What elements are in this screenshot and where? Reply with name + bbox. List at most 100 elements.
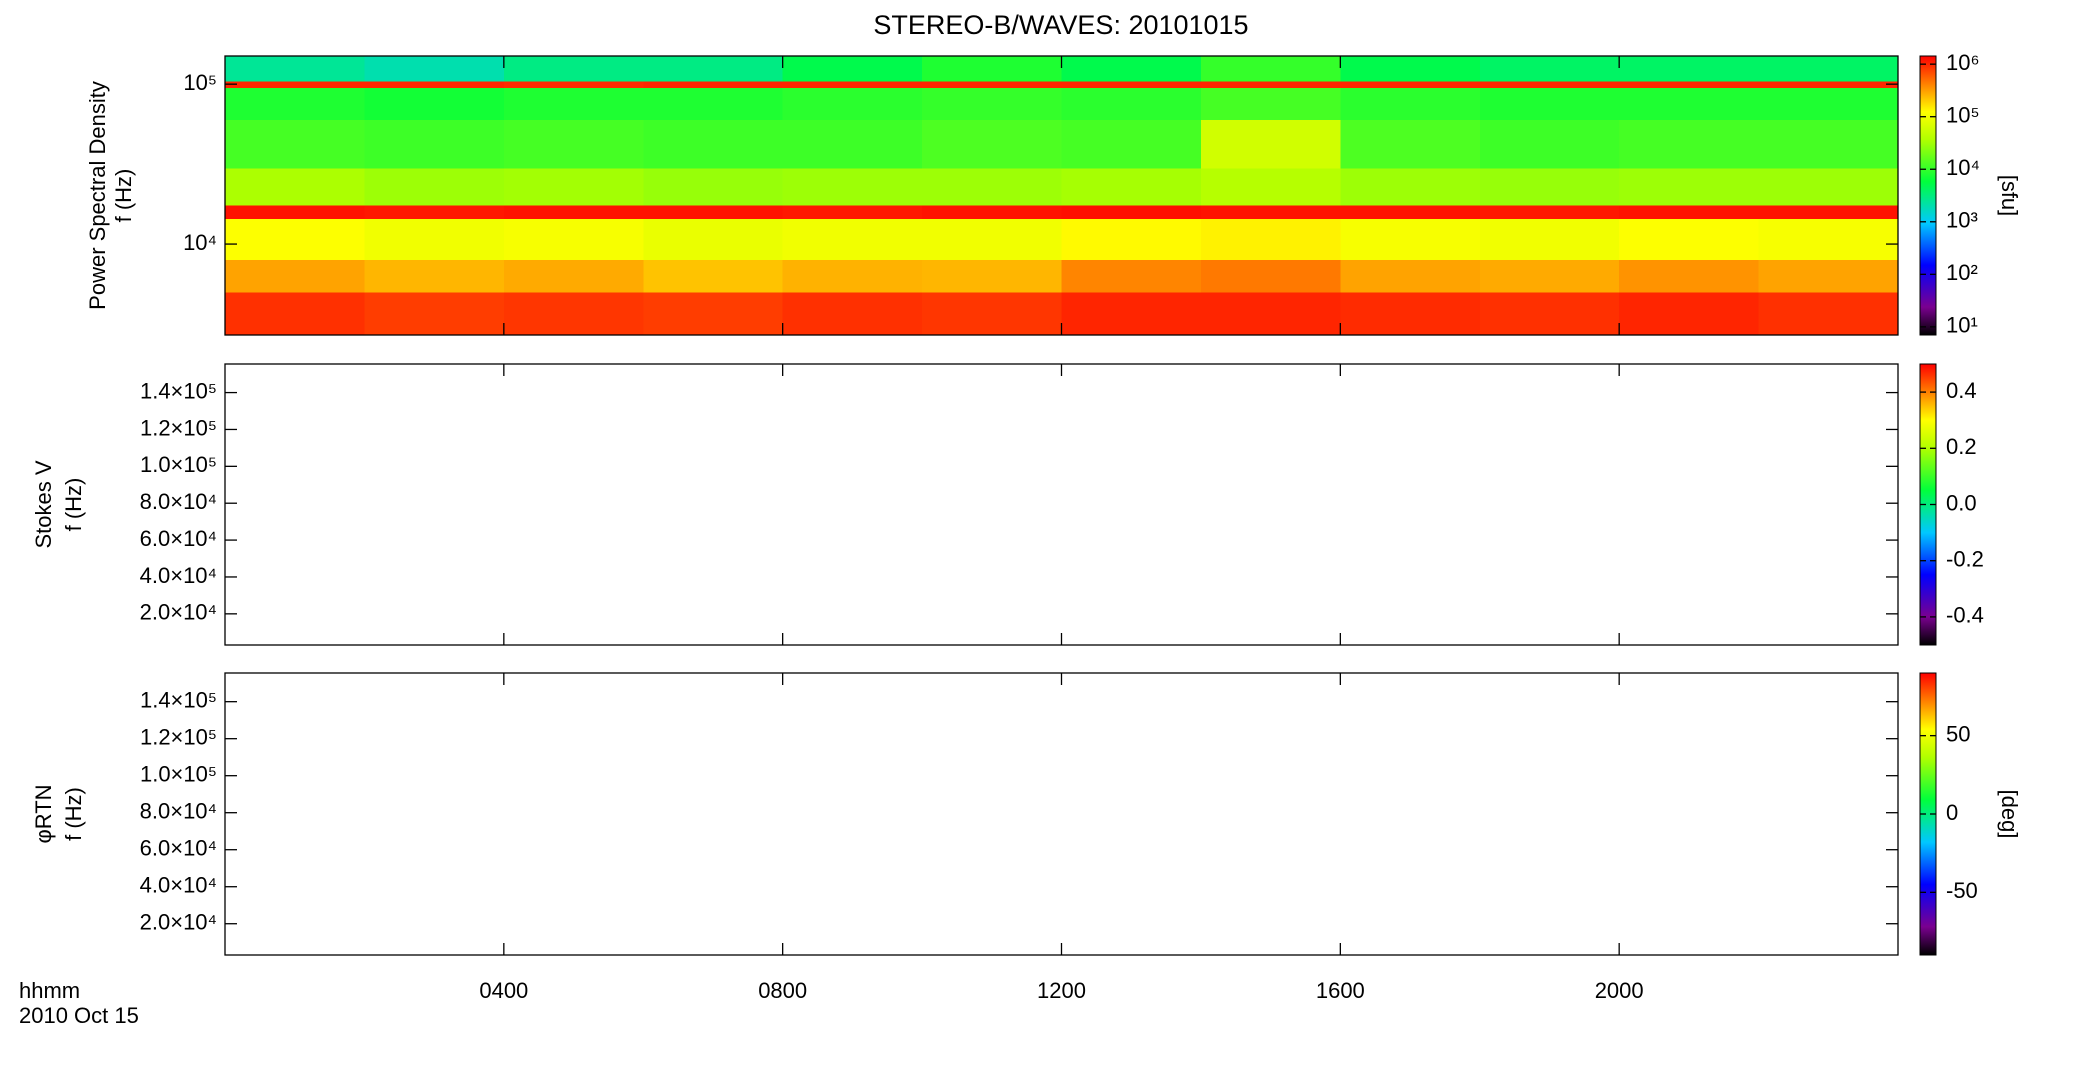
x-axis-label: 2010 Oct 15 [19, 1003, 139, 1028]
heatmap-cell [1619, 259, 1760, 293]
heatmap-cell [1200, 292, 1341, 336]
heatmap-cell [922, 119, 1062, 169]
heatmap-cell [364, 87, 505, 121]
heatmap-cell [782, 259, 923, 293]
y-axis-label: f (Hz) [111, 169, 136, 223]
heatmap-cell [1340, 205, 1481, 219]
heatmap-cell [643, 87, 784, 121]
colorbar-tick-label: 10² [1946, 260, 1978, 285]
heatmap-cell [643, 259, 784, 293]
heatmap-cell [225, 292, 365, 336]
heatmap-cell [1479, 119, 1620, 169]
heatmap-cell [1340, 119, 1481, 169]
heatmap-cell [1200, 167, 1341, 206]
y-tick-label: 1.4×10⁵ [140, 378, 217, 403]
y-axis-label: Power Spectral Density [85, 81, 110, 310]
heatmap-cell [1758, 292, 1899, 336]
heatmap-cell [1200, 56, 1341, 82]
x-tick-label: 0800 [758, 978, 807, 1003]
chart-title: STEREO-B/WAVES: 20101015 [873, 10, 1248, 40]
heatmap-cell [1340, 218, 1481, 261]
colorbar-tick-label: 50 [1946, 721, 1970, 746]
heatmap-cell [1061, 56, 1202, 82]
heatmap-cell [922, 205, 1062, 219]
y-tick-label: 8.0×10⁴ [140, 799, 217, 824]
colorbar-label: [sfu] [1997, 175, 2022, 217]
heatmap-cell [782, 292, 923, 336]
heatmap-cell [503, 119, 644, 169]
heatmap-cell [782, 80, 923, 89]
plot-frame [224, 363, 1899, 646]
heatmap-cell [225, 167, 365, 206]
colorbar [1919, 55, 1937, 336]
heatmap-cell [503, 292, 644, 336]
heatmap-cell [782, 218, 923, 261]
heatmap-cell [1619, 292, 1760, 336]
heatmap-cell [1340, 56, 1481, 82]
heatmap-cell [922, 218, 1062, 261]
heatmap-cell [922, 80, 1062, 89]
heatmap-cell [364, 119, 505, 169]
heatmap-cell [1619, 205, 1760, 219]
y-tick-label: 10⁵ [183, 70, 217, 95]
colorbar-tick-label: -50 [1946, 878, 1978, 903]
heatmap-cell [1619, 87, 1760, 121]
heatmap-cell [1758, 218, 1899, 261]
heatmap-cell [1200, 80, 1341, 89]
heatmap-cell [225, 56, 365, 82]
heatmap-cell [1061, 292, 1202, 336]
heatmap-cell [782, 87, 923, 121]
heatmap-cell [1340, 87, 1481, 121]
x-tick-label: 1200 [1037, 978, 1086, 1003]
x-tick-label: 1600 [1316, 978, 1365, 1003]
colorbar-tick-label: 0.0 [1946, 490, 1977, 515]
heatmap-cell [922, 167, 1062, 206]
heatmap-cell [364, 218, 505, 261]
heatmap-cell [922, 259, 1062, 293]
colorbar-tick-label: -0.2 [1946, 547, 1984, 572]
colorbar-tick-label: 10⁶ [1946, 50, 1980, 75]
heatmap-cell [225, 80, 365, 89]
colorbar-tick-label: 0 [1946, 800, 1958, 825]
heatmap-cell [643, 56, 784, 82]
heatmap-cell [503, 205, 644, 219]
heatmap-cell [503, 80, 644, 89]
heatmap-cell [1200, 218, 1341, 261]
heatmap-cell [1200, 205, 1341, 219]
y-tick-label: 4.0×10⁴ [140, 563, 217, 588]
heatmap-cell [1200, 87, 1341, 121]
heatmap-cell [364, 205, 505, 219]
colorbar-tick-label: 10⁴ [1946, 155, 1980, 180]
heatmap-cell [782, 56, 923, 82]
y-tick-label: 1.4×10⁵ [140, 687, 217, 712]
heatmap-cell [1061, 218, 1202, 261]
heatmap-cell [922, 56, 1062, 82]
heatmap-cell [1758, 87, 1899, 121]
colorbar-tick-label: 10³ [1946, 208, 1978, 233]
colorbar-label: [deg] [1997, 790, 2022, 839]
heatmap-cell [922, 87, 1062, 121]
heatmap-cell [1758, 259, 1899, 293]
heatmap-cell [1061, 259, 1202, 293]
plot-frame [224, 672, 1899, 956]
heatmap-cell [1479, 80, 1620, 89]
heatmap-cell [225, 218, 365, 261]
heatmap-cell [364, 167, 505, 206]
y-axis-label: φRTN [31, 784, 56, 843]
heatmap-cell [1619, 80, 1760, 89]
heatmap-cell [782, 119, 923, 169]
heatmap-cell [364, 292, 505, 336]
y-tick-label: 6.0×10⁴ [140, 836, 217, 861]
y-tick-label: 1.2×10⁵ [140, 725, 217, 750]
heatmap-cell [225, 205, 365, 219]
y-tick-label: 1.2×10⁵ [140, 415, 217, 440]
heatmap-cell [782, 205, 923, 219]
heatmap-cell [643, 205, 784, 219]
heatmap-cell [1758, 56, 1899, 82]
heatmap-cell [1619, 167, 1760, 206]
heatmap-cell [1758, 167, 1899, 206]
colorbar-tick-label: 10⁵ [1946, 103, 1980, 128]
heatmap-cell [1479, 87, 1620, 121]
heatmap-cell [1200, 119, 1341, 169]
